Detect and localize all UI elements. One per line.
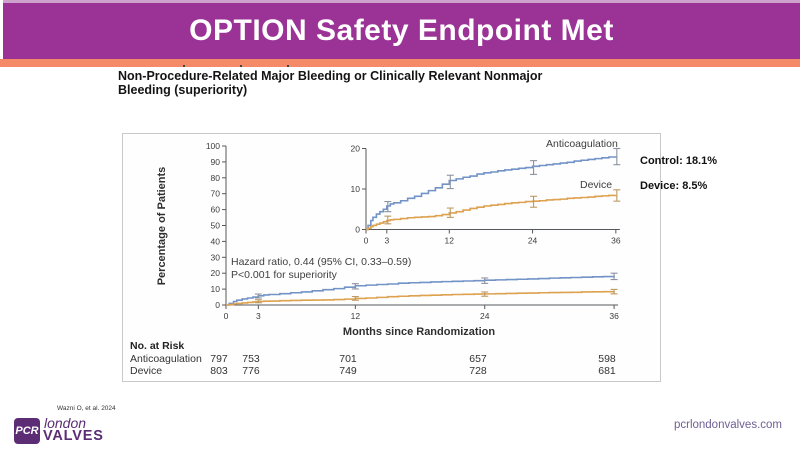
risk-value: 728 bbox=[469, 365, 487, 377]
risk-row-label-anticoagulation: Anticoagulation bbox=[130, 353, 202, 365]
svg-text:60: 60 bbox=[211, 205, 221, 215]
cropped-text-remnant bbox=[240, 65, 242, 67]
km-figure-panel: 0 10 20 30 40 50 60 70 80 90 100 0 3 12 24 36 0 10 20 0 3 12 2… bbox=[122, 133, 661, 382]
pcr-london-valves-logo: PCR london VALVES bbox=[14, 415, 214, 446]
svg-text:50: 50 bbox=[211, 221, 221, 231]
logo-valves-text: VALVES bbox=[43, 428, 104, 444]
risk-value: 797 bbox=[210, 353, 228, 365]
svg-text:3: 3 bbox=[256, 311, 261, 321]
device-result-label: Device: 8.5% bbox=[640, 180, 708, 192]
curve-label-anticoagulation: Anticoagulation bbox=[546, 138, 618, 150]
svg-text:20: 20 bbox=[211, 268, 221, 278]
risk-value: 681 bbox=[598, 365, 616, 377]
hazard-ratio-line1: Hazard ratio, 0.44 (95% CI, 0.33–0.59) bbox=[231, 256, 412, 268]
curve-label-device: Device bbox=[580, 179, 613, 191]
hazard-ratio-line2: P<0.001 for superiority bbox=[231, 269, 337, 282]
risk-value: 701 bbox=[339, 353, 357, 365]
svg-text:12: 12 bbox=[351, 311, 361, 321]
risk-value: 598 bbox=[598, 353, 616, 365]
svg-text:10: 10 bbox=[351, 184, 361, 194]
svg-text:100: 100 bbox=[206, 141, 220, 151]
logo-london-text: london bbox=[44, 415, 87, 431]
risk-table-header: No. at Risk bbox=[130, 340, 185, 352]
svg-text:12: 12 bbox=[445, 236, 455, 246]
risk-value: 753 bbox=[242, 353, 260, 365]
control-result-label: Control: 18.1% bbox=[640, 155, 718, 167]
km-chart-svg: 0 10 20 30 40 50 60 70 80 90 100 0 3 12 24 36 0 10 20 0 3 12 2… bbox=[206, 141, 621, 321]
header-accent-bar bbox=[0, 59, 800, 67]
header-banner: OPTION Safety Endpoint Met bbox=[3, 3, 800, 59]
risk-value: 803 bbox=[210, 365, 228, 377]
risk-value: 749 bbox=[339, 365, 357, 377]
km-curve-device bbox=[366, 194, 617, 231]
svg-text:0: 0 bbox=[364, 236, 369, 246]
svg-text:24: 24 bbox=[480, 311, 490, 321]
subtitle-line-1: Non-Procedure-Related Major Bleeding or … bbox=[118, 69, 543, 83]
svg-text:36: 36 bbox=[611, 236, 621, 246]
header-top-strip bbox=[3, 0, 800, 3]
pcr-logo-icon: PCR bbox=[14, 418, 40, 444]
y-axis-title: Percentage of Patients bbox=[156, 166, 168, 286]
svg-text:0: 0 bbox=[355, 225, 360, 235]
risk-row-label-device: Device bbox=[130, 365, 163, 377]
cropped-text-remnant bbox=[287, 65, 289, 67]
svg-text:10: 10 bbox=[211, 284, 221, 294]
risk-value: 776 bbox=[242, 365, 260, 377]
cropped-text-remnant bbox=[183, 65, 185, 67]
svg-text:24: 24 bbox=[528, 236, 538, 246]
subtitle-line-2: Bleeding (superiority) bbox=[118, 82, 248, 97]
footer-url: pcrlondonvalves.com bbox=[673, 419, 782, 431]
svg-text:0: 0 bbox=[224, 311, 229, 321]
svg-text:20: 20 bbox=[351, 144, 361, 154]
risk-value: 657 bbox=[469, 353, 487, 365]
citation-text: Wazni O, et al. 2024 bbox=[57, 405, 116, 412]
svg-text:0: 0 bbox=[215, 300, 220, 310]
svg-text:30: 30 bbox=[211, 252, 221, 262]
km-curve-anticoagulation bbox=[366, 156, 617, 231]
hazard-ratio-annotation: Hazard ratio, 0.44 (95% CI, 0.33–0.59) P… bbox=[231, 256, 411, 283]
svg-text:90: 90 bbox=[211, 157, 221, 167]
svg-text:36: 36 bbox=[609, 311, 619, 321]
svg-text:80: 80 bbox=[211, 173, 221, 183]
slide-title: OPTION Safety Endpoint Met bbox=[189, 14, 614, 47]
x-axis-title: Months since Randomization bbox=[342, 326, 496, 338]
slide-subtitle: Non-Procedure-Related Major Bleeding or … bbox=[118, 69, 618, 98]
svg-text:40: 40 bbox=[211, 236, 221, 246]
svg-text:3: 3 bbox=[384, 236, 389, 246]
svg-text:70: 70 bbox=[211, 189, 221, 199]
